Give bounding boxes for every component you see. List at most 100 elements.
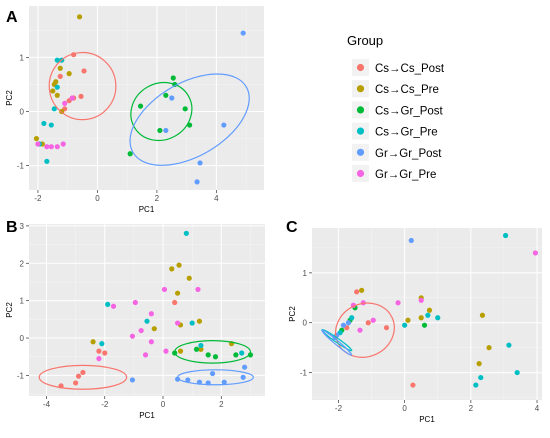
data-point: [193, 346, 200, 352]
data-point: [410, 382, 416, 388]
data-point: [73, 380, 79, 386]
data-point: [151, 326, 157, 332]
data-point: [174, 290, 181, 296]
data-point: [54, 57, 60, 63]
data-point: [57, 73, 63, 79]
y-axis-title: PC2: [5, 90, 14, 106]
x-tick-label: 2: [469, 404, 474, 413]
data-point: [110, 303, 117, 309]
y-tick-label: 0: [20, 334, 25, 343]
data-point: [435, 315, 441, 321]
data-point: [169, 266, 175, 272]
y-tick-label: 0: [20, 108, 25, 117]
confidence-ellipse: [48, 51, 117, 121]
data-point: [359, 287, 365, 293]
data-point: [476, 361, 482, 367]
data-point: [340, 322, 347, 328]
data-point: [425, 312, 431, 318]
y-tick-label: -1: [17, 371, 25, 380]
series-Cs→Gr_Pre: [36, 57, 65, 164]
data-point: [44, 158, 50, 164]
panel-b: B -4 -2 0 2 -1 0 1 2 3 PC1 PC2: [5, 219, 265, 420]
data-point: [54, 84, 60, 90]
data-point: [51, 106, 57, 112]
data-point: [170, 75, 176, 81]
confidence-ellipse: [321, 329, 353, 352]
y-tick-label: -1: [300, 369, 308, 378]
x-tick-label: 2: [219, 400, 224, 409]
legend-marker: [356, 63, 365, 72]
plot-area: [38, 230, 254, 390]
y-tick-label: 1: [20, 297, 25, 306]
y-axis-title: PC2: [288, 306, 297, 322]
data-point: [163, 348, 169, 354]
legend-label: Cs→Cs_Pre: [375, 84, 439, 96]
y-tick-label: 0: [303, 319, 308, 328]
data-point: [185, 377, 191, 383]
data-point: [78, 93, 84, 99]
series-Gr→Gr_Post: [129, 364, 248, 386]
x-tick-label: -2: [335, 404, 343, 413]
legend-label: Cs→Gr_Post: [375, 105, 444, 117]
y-tick-label: 2: [20, 259, 25, 268]
panels: A -2 0 2 4 -1 0 1 PC1 PC2 B -4 -2 0 2 -1 0 1 2 3 PC1 PC2 C -2 0 2…: [5, 6, 542, 424]
data-point: [96, 356, 102, 362]
data-point: [418, 297, 424, 303]
y-tick-label: 1: [303, 269, 308, 278]
data-point: [129, 377, 136, 383]
legend-item: Gr→Gr_Post: [352, 143, 442, 161]
data-point: [183, 230, 189, 236]
data-point: [473, 382, 479, 388]
data-point: [33, 135, 40, 142]
data-point: [48, 122, 54, 128]
data-point: [514, 369, 520, 376]
data-point: [105, 301, 111, 307]
data-point: [357, 327, 363, 333]
data-point: [76, 14, 83, 20]
data-point: [198, 342, 204, 349]
data-point: [194, 179, 200, 185]
legend-item: Cs→Gr_Pre: [352, 122, 438, 140]
data-point: [44, 144, 50, 150]
confidence-ellipse: [321, 329, 353, 356]
data-point: [57, 65, 63, 71]
data-point: [172, 299, 178, 306]
data-point: [205, 352, 211, 358]
data-point: [54, 144, 60, 150]
data-point: [174, 376, 181, 382]
series-Gr→Gr_Pre: [96, 286, 201, 362]
data-point: [349, 315, 355, 321]
legend-items: Cs→Cs_Post Cs→Cs_Pre Cs→Gr_Post Cs→Gr_Pre Gr…: [352, 59, 445, 182]
legend-item: Cs→Cs_Post: [352, 59, 445, 76]
legend-marker: [356, 85, 365, 93]
data-point: [157, 127, 163, 134]
data-point: [408, 237, 414, 244]
data-point: [479, 312, 486, 318]
data-point: [186, 275, 192, 281]
data-point: [75, 373, 82, 379]
data-point: [163, 92, 169, 98]
data-point: [54, 92, 60, 98]
data-point: [239, 350, 245, 356]
data-point: [163, 127, 169, 134]
x-axis-title: PC1: [139, 411, 155, 420]
panel-label-b: B: [6, 219, 18, 236]
series-Gr→Gr_Pre: [35, 95, 75, 150]
data-point: [50, 88, 56, 94]
data-point: [127, 151, 133, 157]
data-point: [48, 144, 54, 150]
data-point: [161, 286, 168, 293]
confidence-ellipse: [174, 340, 252, 364]
x-tick-label: -2: [101, 400, 109, 409]
confidence-ellipse: [129, 73, 250, 166]
data-point: [221, 379, 227, 385]
data-point: [402, 322, 408, 328]
legend-marker: [356, 127, 365, 135]
data-point: [177, 348, 184, 354]
data-point: [96, 348, 102, 354]
data-point: [240, 374, 246, 380]
data-point: [129, 333, 136, 339]
legend-label: Gr→Gr_Pre: [375, 169, 436, 181]
data-point: [395, 300, 401, 306]
